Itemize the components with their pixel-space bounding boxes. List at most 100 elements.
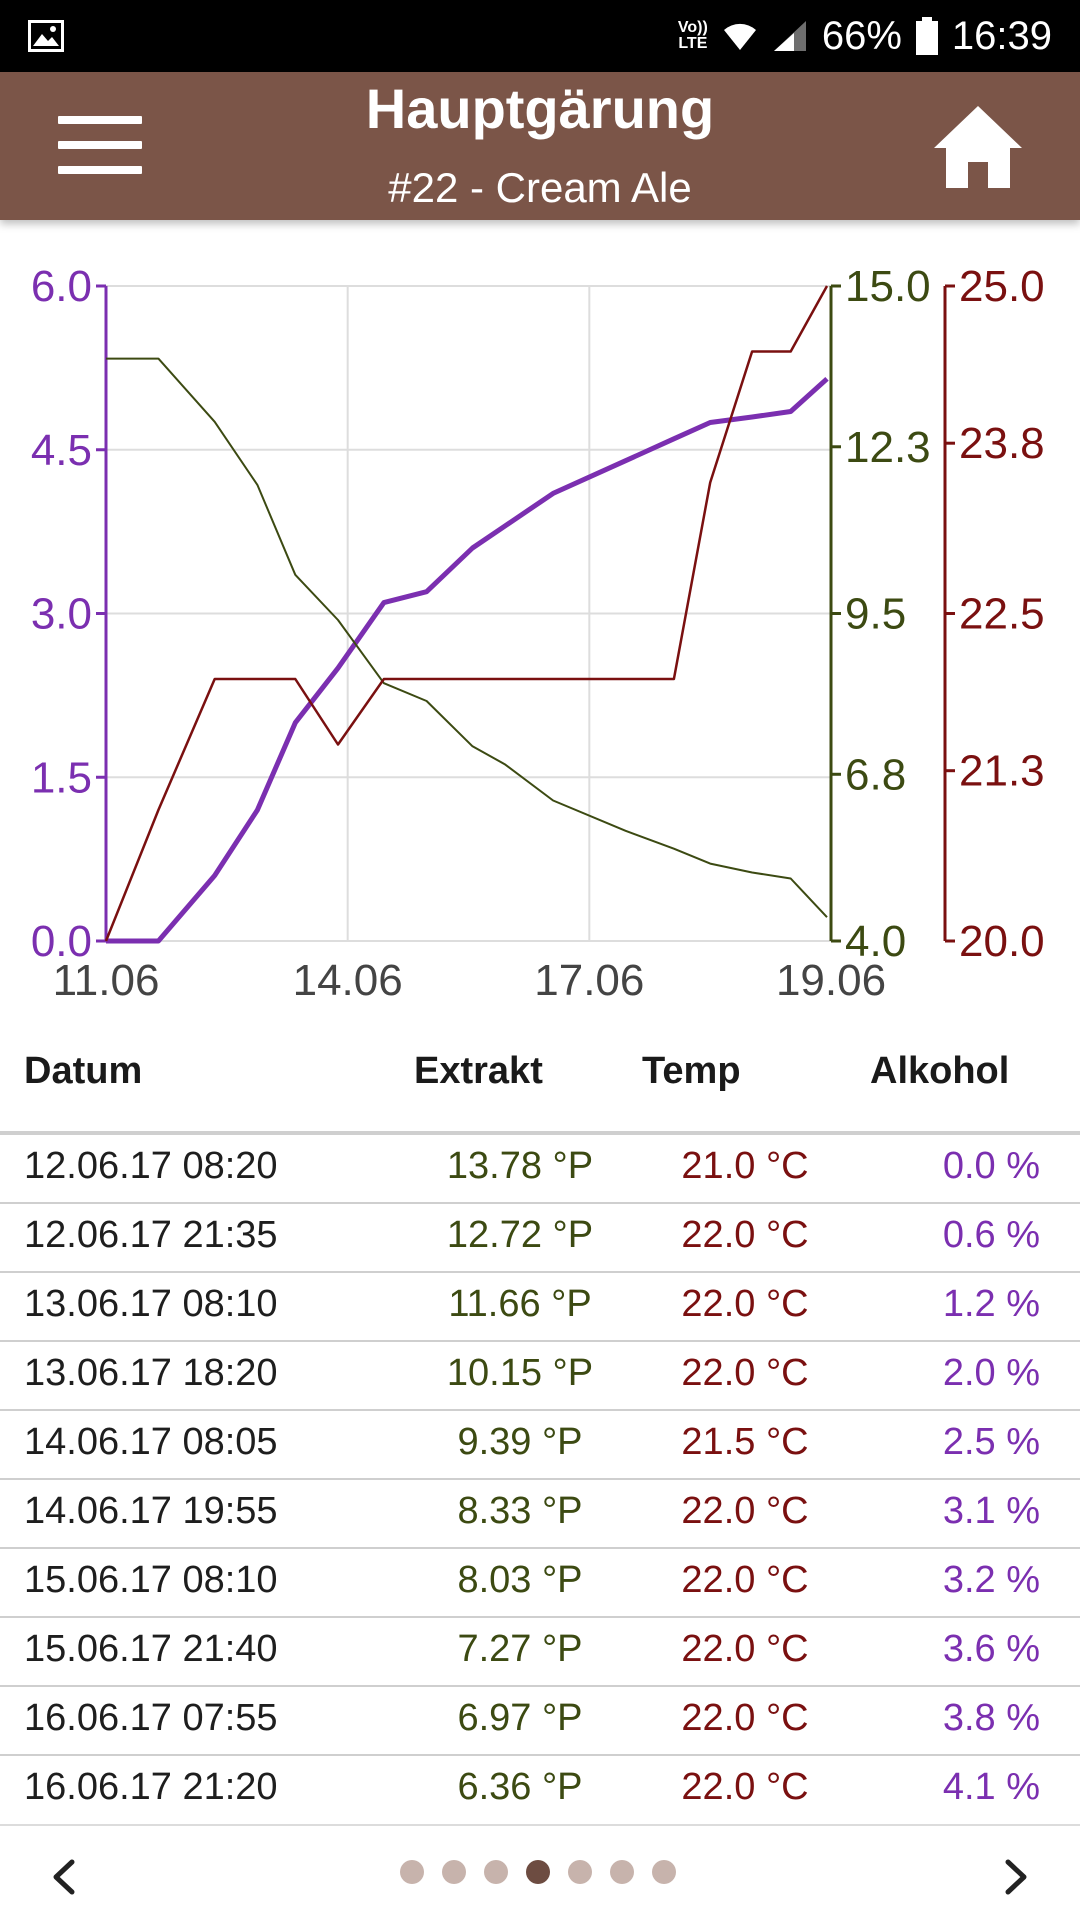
y-tick-label-extrakt: 15.0 <box>845 262 931 311</box>
cell-alcohol: 2.5 % <box>942 1421 1040 1463</box>
cell-date: 15.06.17 08:10 <box>24 1559 278 1601</box>
cell-temp: 21.5 °C <box>681 1421 809 1463</box>
table-row[interactable]: 13.06.17 18:20 10.15 °P 22.0 °C 2.0 % <box>0 1340 1080 1409</box>
app-bar: Hauptgärung #22 - Cream Ale <box>0 72 1080 220</box>
cell-extract: 8.03 °P <box>457 1559 583 1601</box>
cell-extract: 6.97 °P <box>457 1697 583 1739</box>
y-tick-label-alkohol: 4.5 <box>31 426 92 475</box>
cell-alcohol: 0.0 % <box>942 1145 1040 1187</box>
cell-date: 15.06.17 21:40 <box>24 1628 278 1670</box>
cell-date: 14.06.17 19:55 <box>24 1490 278 1532</box>
cell-alcohol: 4.1 % <box>942 1766 1040 1808</box>
cell-date: 14.06.17 08:05 <box>24 1421 278 1463</box>
series-line-temp <box>104 285 829 942</box>
page-dot-7[interactable] <box>652 1860 676 1884</box>
gallery-icon <box>28 20 64 52</box>
battery-percent: 66% <box>821 13 902 58</box>
cell-temp: 22.0 °C <box>681 1352 809 1394</box>
page-dot-2[interactable] <box>442 1860 466 1884</box>
cell-date: 16.06.17 07:55 <box>24 1697 278 1739</box>
cell-alcohol: 3.1 % <box>942 1490 1040 1532</box>
cell-temp: 21.0 °C <box>681 1145 809 1187</box>
cell-date: 13.06.17 18:20 <box>24 1352 278 1394</box>
cell-extract: 12.72 °P <box>446 1214 594 1256</box>
y-tick-label-temp: 25.0 <box>959 262 1045 311</box>
pager <box>0 1824 1080 1920</box>
y-tick-label-extrakt: 6.8 <box>845 750 906 799</box>
page-indicator <box>400 1860 676 1884</box>
page-dot-3[interactable] <box>484 1860 508 1884</box>
cell-alcohol: 2.0 % <box>942 1352 1040 1394</box>
cell-temp: 22.0 °C <box>681 1628 809 1670</box>
status-bar: Vo)) LTE 66% 16:39 <box>0 0 1080 72</box>
page-subtitle: #22 - Cream Ale <box>388 164 692 211</box>
column-header-extract: Extrakt <box>414 1050 543 1092</box>
y-tick-label-extrakt: 12.3 <box>845 423 931 472</box>
y-tick-label-alkohol: 6.0 <box>31 262 92 311</box>
page-dot-4[interactable] <box>526 1860 550 1884</box>
cell-alcohol: 1.2 % <box>942 1283 1040 1325</box>
y-tick-label-temp: 22.5 <box>959 590 1045 639</box>
table-row[interactable]: 15.06.17 21:40 7.27 °P 22.0 °C 3.6 % <box>0 1616 1080 1685</box>
table-row[interactable]: 12.06.17 21:35 12.72 °P 22.0 °C 0.6 % <box>0 1202 1080 1271</box>
cell-extract: 9.39 °P <box>457 1421 583 1463</box>
column-header-alcohol: Alkohol <box>870 1050 1010 1092</box>
cell-alcohol: 3.8 % <box>942 1697 1040 1739</box>
volte-icon: Vo)) LTE <box>677 19 708 52</box>
cell-alcohol: 0.6 % <box>942 1214 1040 1256</box>
cell-temp: 22.0 °C <box>681 1559 809 1601</box>
fermentation-chart: 11.06 14.06 17.06 19.06 0.0 1.5 3.0 4.5 6.0 4.0 6.… <box>31 262 1045 1005</box>
x-tick-label: 11.06 <box>53 956 160 1005</box>
y-tick-label-temp: 21.3 <box>959 747 1045 796</box>
page-title: Hauptgärung <box>365 77 715 140</box>
page-dot-5[interactable] <box>568 1860 592 1884</box>
table-row-partial <box>0 1098 1080 1133</box>
home-icon[interactable] <box>930 102 1026 192</box>
cell-temp: 22.0 °C <box>681 1697 809 1739</box>
page-dot-6[interactable] <box>610 1860 634 1884</box>
cell-date: 12.06.17 21:35 <box>24 1214 278 1256</box>
page-dot-1[interactable] <box>400 1860 424 1884</box>
x-tick-label: 14.06 <box>293 956 403 1005</box>
cell-extract: 10.15 °P <box>446 1352 594 1394</box>
cell-extract: 13.78 °P <box>446 1145 594 1187</box>
y-tick-label-extrakt: 4.0 <box>845 917 906 966</box>
measurement-list[interactable]: 12.06.17 08:20 13.78 °P 21.0 °C 0.0 % 12.06.… <box>0 1098 1080 1818</box>
y-tick-label-temp: 20.0 <box>959 917 1045 966</box>
table-row[interactable]: 16.06.17 07:55 6.97 °P 22.0 °C 3.8 % <box>0 1685 1080 1754</box>
table-row[interactable]: 12.06.17 08:20 13.78 °P 21.0 °C 0.0 % <box>0 1133 1080 1202</box>
y-tick-label-alkohol: 3.0 <box>31 590 92 639</box>
signal-icon <box>773 21 806 51</box>
chevron-right-icon[interactable] <box>990 1852 1040 1902</box>
table-row[interactable]: 15.06.17 08:10 8.03 °P 22.0 °C 3.2 % <box>0 1547 1080 1616</box>
y-tick-label-extrakt: 9.5 <box>845 590 906 639</box>
status-icons: Vo)) LTE 66% 16:39 <box>678 0 1052 72</box>
cell-extract: 8.33 °P <box>457 1490 583 1532</box>
table-row[interactable]: 13.06.17 08:10 11.66 °P 22.0 °C 1.2 % <box>0 1271 1080 1340</box>
table-row[interactable]: 14.06.17 08:05 9.39 °P 21.5 °C 2.5 % <box>0 1409 1080 1478</box>
cell-temp: 22.0 °C <box>681 1283 809 1325</box>
table-header: Datum Extrakt Temp Alkohol <box>0 1030 1080 1120</box>
column-header-date: Datum <box>24 1050 143 1092</box>
cell-temp: 22.0 °C <box>681 1490 809 1532</box>
wifi-icon <box>723 23 756 50</box>
cell-alcohol: 3.2 % <box>942 1559 1040 1601</box>
clock: 16:39 <box>951 13 1052 58</box>
y-tick-label-alkohol: 1.5 <box>31 753 92 802</box>
series-line-extrakt <box>106 357 828 918</box>
y-tick-label-temp: 23.8 <box>959 419 1045 468</box>
cell-date: 13.06.17 08:10 <box>24 1283 278 1325</box>
chevron-left-icon[interactable] <box>40 1852 90 1902</box>
cell-alcohol: 3.6 % <box>942 1628 1040 1670</box>
cell-extract: 7.27 °P <box>457 1628 583 1670</box>
cell-temp: 22.0 °C <box>681 1214 809 1256</box>
x-tick-label: 19.06 <box>776 956 886 1005</box>
cell-temp: 22.0 °C <box>681 1766 809 1808</box>
y-tick-label-alkohol: 0.0 <box>31 917 92 966</box>
column-header-temp: Temp <box>642 1050 741 1092</box>
series-line-alkohol <box>106 376 829 944</box>
x-tick-label: 17.06 <box>534 956 644 1005</box>
table-row[interactable]: 16.06.17 21:20 6.36 °P 22.0 °C 4.1 % <box>0 1754 1080 1818</box>
menu-button[interactable] <box>58 116 144 178</box>
table-row[interactable]: 14.06.17 19:55 8.33 °P 22.0 °C 3.1 % <box>0 1478 1080 1547</box>
